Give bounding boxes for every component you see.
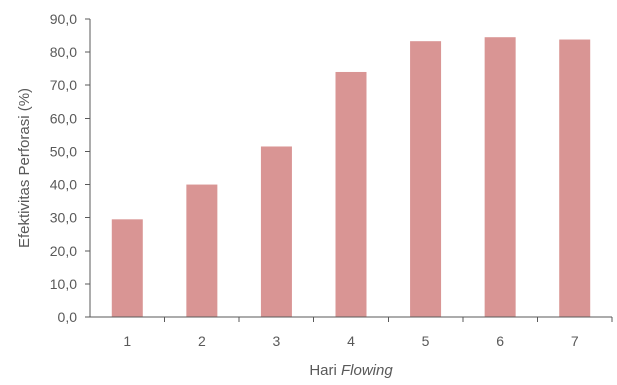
x-axis-title: Hari Flowing — [309, 362, 393, 379]
y-tick-label: 60,0 — [50, 110, 77, 126]
x-tick-label: 3 — [273, 333, 281, 349]
x-axis-ticks: 1 2 3 4 5 6 7 — [123, 317, 613, 349]
bar-day-7 — [559, 39, 591, 317]
y-tick-label: 80,0 — [50, 44, 77, 60]
y-tick-label: 50,0 — [50, 143, 77, 159]
x-axis-title-italic: Flowing — [341, 362, 393, 379]
bar-day-4 — [335, 71, 367, 317]
x-tick-label: 5 — [422, 333, 430, 349]
x-tick-label: 7 — [571, 333, 579, 349]
bar-day-5 — [410, 41, 442, 317]
y-tick-label: 20,0 — [50, 243, 77, 259]
y-tick-label: 70,0 — [50, 77, 77, 93]
x-tick-label: 2 — [198, 333, 206, 349]
y-tick-label: 90,0 — [50, 11, 77, 27]
x-tick-label: 4 — [347, 333, 355, 349]
bar-day-6 — [484, 37, 516, 317]
y-tick-label: 40,0 — [50, 177, 77, 193]
y-tick-label: 10,0 — [50, 276, 77, 292]
bar-day-3 — [260, 146, 292, 317]
bar-day-1 — [111, 219, 143, 317]
y-tick-label: 0,0 — [58, 309, 78, 325]
y-axis-title: Efektivitas Perforasi (%) — [16, 88, 33, 248]
bar-day-2 — [186, 184, 218, 317]
x-tick-label: 1 — [123, 333, 131, 349]
bars-group — [111, 37, 591, 317]
x-axis-title-plain: Hari — [309, 362, 341, 379]
x-tick-label: 6 — [496, 333, 504, 349]
y-axis-ticks: 0,0 10,0 20,0 30,0 40,0 50,0 60,0 70,0 80,0 90,0 — [50, 11, 90, 325]
y-tick-label: 30,0 — [50, 210, 77, 226]
